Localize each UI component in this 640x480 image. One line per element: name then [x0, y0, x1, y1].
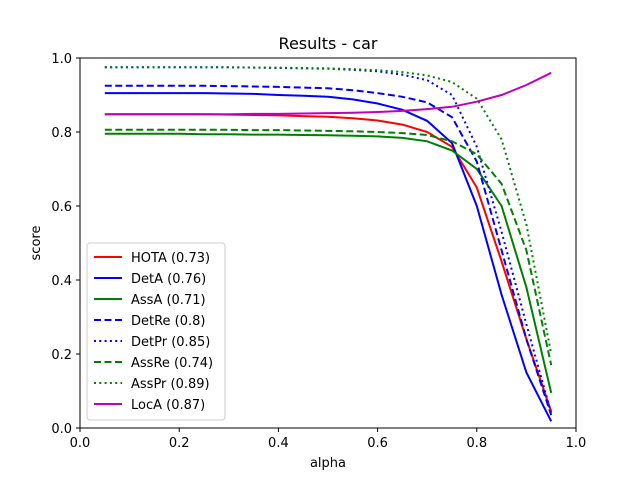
x-tick-label: 0.2: [169, 436, 190, 451]
plot-area: [104, 66, 553, 422]
x-tick-label: 0.4: [268, 436, 289, 451]
series-line-5: [104, 128, 553, 366]
legend-label: DetPr (0.85): [131, 335, 210, 350]
series-line-3: [104, 84, 553, 416]
legend-label: AssPr (0.89): [131, 377, 210, 392]
legend: HOTA (0.73) DetA (0.76) AssA (0.71) DetRe (…: [86, 242, 226, 421]
x-tick-label: 0.0: [70, 436, 91, 451]
x-tick-label: 0.6: [367, 436, 388, 451]
x-tick-label: 0.8: [466, 436, 487, 451]
legend-label: LocA (0.87): [131, 398, 205, 413]
y-tick-label: 0.2: [51, 348, 72, 363]
series-line-7: [104, 71, 552, 116]
y-tick-label: 0.8: [51, 126, 72, 141]
legend-label: HOTA (0.73): [131, 251, 210, 266]
y-axis-label: score: [29, 226, 44, 261]
x-axis-label: alpha: [310, 456, 346, 471]
legend-label: DetA (0.76): [131, 272, 206, 287]
x-tick-label: 1.0: [566, 436, 587, 451]
series-line-1: [104, 92, 553, 422]
legend-label: DetRe (0.8): [131, 314, 206, 329]
legend-box: [86, 242, 226, 421]
series-line-6: [104, 66, 553, 355]
x-axis: 0.0 0.2 0.4 0.6 0.8 1.0: [70, 428, 587, 451]
y-tick-label: 0.6: [51, 200, 72, 215]
y-tick-label: 0.0: [51, 422, 72, 437]
y-tick-label: 0.4: [51, 274, 72, 289]
y-axis: 0.0 0.2 0.4 0.6 0.8 1.0: [51, 52, 80, 437]
y-tick-label: 1.0: [51, 52, 72, 67]
plot-frame: [79, 57, 577, 429]
legend-label: AssRe (0.74): [131, 356, 213, 371]
chart-title: Results - car: [279, 34, 378, 53]
series-line-2: [104, 132, 553, 394]
legend-label: AssA (0.71): [131, 293, 206, 308]
